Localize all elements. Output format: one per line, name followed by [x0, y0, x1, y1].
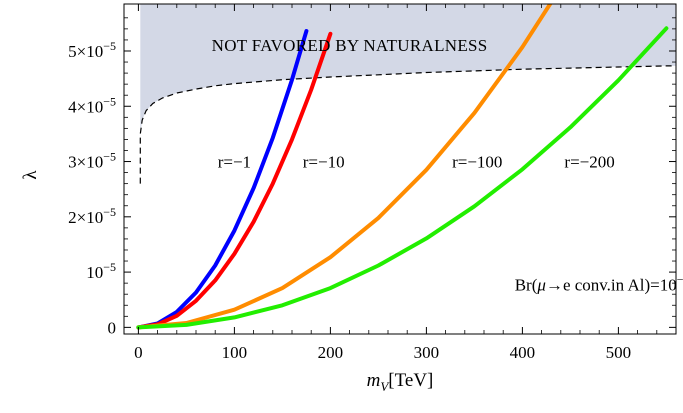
branching-ratio-annotation: Br(μ→e conv.in Al)=10−16	[515, 272, 683, 294]
x-axis-title: mV[TeV]	[367, 370, 434, 394]
x-tick-label: 500	[606, 343, 632, 362]
naturalness-boundary	[139, 65, 676, 184]
y-tick-exponent: −5	[103, 150, 116, 164]
y-tick-base: 10	[86, 263, 103, 282]
y-tick-base: 3×10	[68, 153, 103, 172]
y-tick-label: 2×10−5	[68, 205, 116, 227]
region-layer	[139, 4, 677, 184]
y-tick-base: 5×10	[68, 42, 103, 61]
plot-frame	[123, 3, 677, 335]
x-tick-label: 100	[222, 343, 248, 362]
series-label-1: r=−1	[218, 153, 251, 172]
series-line-4	[136, 26, 669, 330]
annotation-main: →e conv.in Al)=10	[546, 275, 677, 294]
x-axis-title-unit: [TeV]	[388, 370, 433, 391]
x-axis-title-sub: V	[380, 379, 390, 394]
x-axis-title-main: m	[367, 370, 381, 391]
y-tick-label: 4×10−5	[68, 94, 116, 116]
y-tick-exponent: −5	[103, 39, 116, 53]
axes-frame	[123, 3, 677, 335]
y-tick-label: 0	[108, 318, 117, 337]
y-tick-exponent: −5	[103, 260, 116, 274]
y-tick-label: 10−5	[86, 260, 116, 282]
y-axis-title: λ	[20, 170, 41, 180]
y-tick-base: 0	[108, 318, 117, 337]
series-label-2: r=−10	[303, 153, 345, 172]
series-line-1	[136, 29, 309, 330]
excluded-region	[140, 4, 677, 184]
y-tick-exponent: −5	[103, 205, 116, 219]
series-label-4: r=−200	[564, 153, 614, 172]
x-tick-label: 400	[510, 343, 536, 362]
x-tick-label: 0	[134, 343, 143, 362]
y-tick-exponent: −5	[103, 94, 116, 108]
series-layer	[136, 4, 669, 330]
label-layer: 0 100 200 300 400 500010−52×10−53×10−54×10−55…	[20, 36, 683, 394]
annotation-exponent: −16	[677, 272, 683, 286]
y-tick-label: 3×10−5	[68, 150, 116, 172]
y-tick-base: 2×10	[68, 208, 103, 227]
x-tick-label: 300	[414, 343, 440, 362]
series-label-3: r=−100	[452, 153, 502, 172]
region-label: NOT FAVORED BY NATURALNESS	[212, 36, 488, 55]
annotation-mu: μ	[536, 275, 546, 294]
series-line-3	[136, 4, 553, 330]
x-tick-label: 200	[318, 343, 344, 362]
series-line-2	[136, 31, 333, 330]
y-tick-label: 5×10−5	[68, 39, 116, 61]
y-tick-base: 4×10	[68, 97, 103, 116]
annotation-prefix: Br(	[515, 275, 538, 294]
